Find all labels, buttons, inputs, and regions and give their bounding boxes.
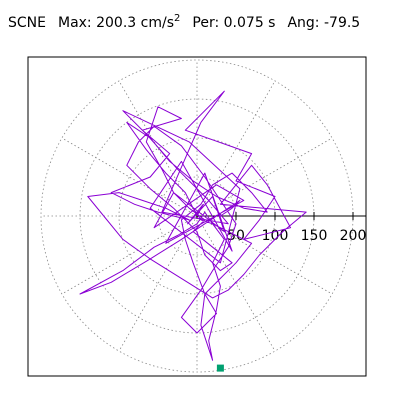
max-unit: cm/s	[140, 15, 175, 31]
radial-tick-label-100: 100	[262, 228, 289, 244]
radial-axis: 50 100 150 200	[196, 212, 367, 244]
radial-tick-label-200: 200	[340, 228, 367, 244]
period-label: Per:	[192, 15, 220, 31]
series-0-trace-line	[79, 90, 307, 361]
marker-layer	[216, 364, 224, 372]
end-marker-0	[216, 364, 224, 372]
angle-label: Ang:	[287, 15, 320, 31]
trace-layer	[79, 90, 307, 361]
radial-tick-label-150: 150	[301, 228, 328, 244]
max-unit-exponent: 2	[174, 13, 181, 24]
angle-value: -79.5	[323, 15, 361, 31]
station-name: SCNE	[8, 15, 46, 31]
grid-spoke-210	[61, 215, 198, 295]
max-label: Max:	[57, 15, 92, 31]
chart-title: SCNE Max: 200.3 cm/s2 Per: 0.075 s Ang: -79…	[8, 14, 360, 32]
max-value: 200.3	[96, 15, 137, 31]
period-value: 0.075 s	[223, 15, 276, 31]
